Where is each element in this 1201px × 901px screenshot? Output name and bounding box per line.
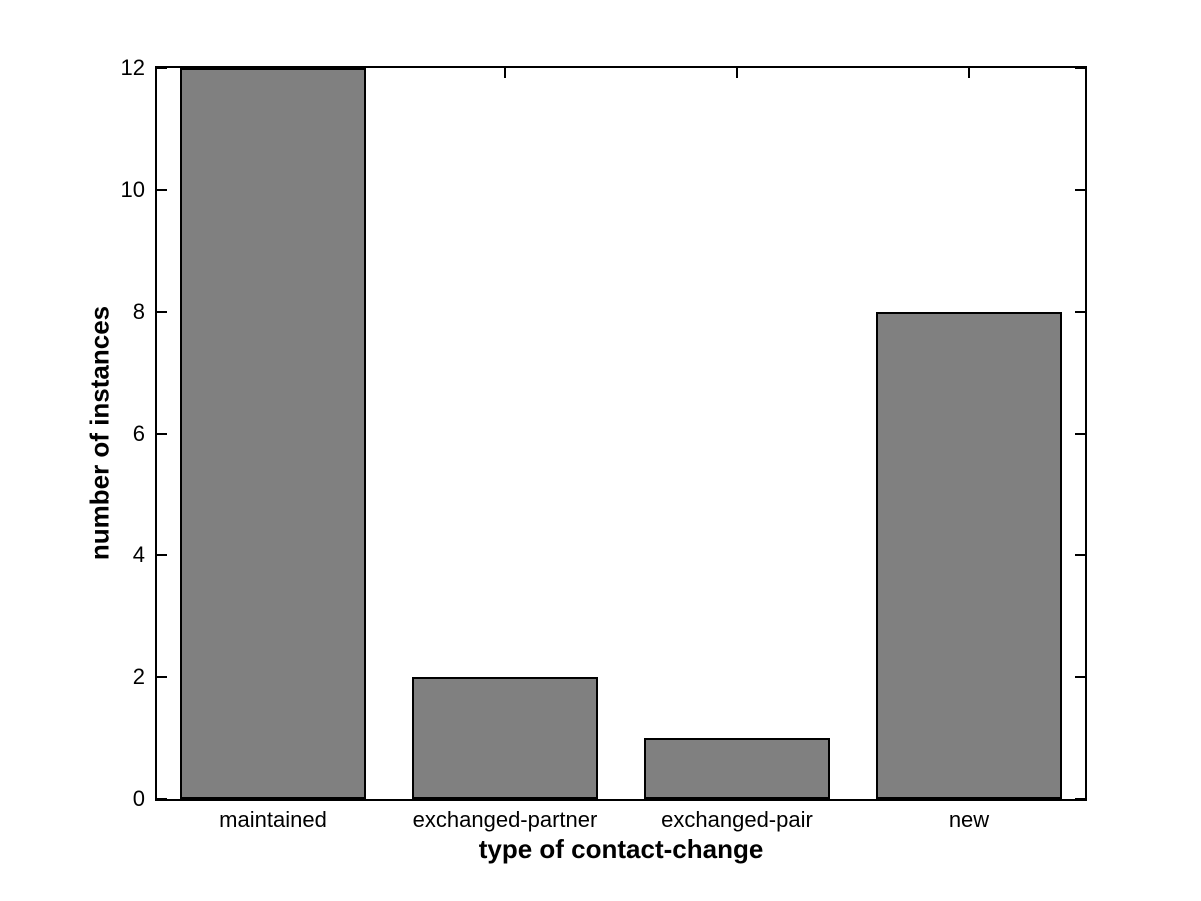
y-tick-left: [157, 554, 167, 557]
y-tick-label-4: 4: [132, 542, 145, 568]
y-tick-label-2: 2: [132, 664, 145, 690]
y-tick-label-0: 0: [132, 786, 145, 811]
x-tick-top: [736, 68, 738, 78]
y-tick-left: [157, 310, 167, 313]
y-tick-label-6: 6: [132, 420, 145, 446]
y-tick-left: [157, 188, 167, 191]
y-tick-right: [1075, 188, 1085, 191]
y-tick-right: [1075, 798, 1085, 800]
x-tick-top: [504, 68, 506, 78]
y-tick-right: [1075, 310, 1085, 313]
y-tick-right: [1075, 432, 1085, 435]
y-tick-right: [1075, 554, 1085, 557]
x-tick-label-maintained: maintained: [219, 807, 327, 832]
x-tick-label-new: new: [948, 807, 990, 832]
y-tick-label-10: 10: [120, 176, 145, 202]
y-tick-left: [157, 67, 167, 69]
bar-new: [876, 311, 1062, 799]
y-tick-right: [1075, 676, 1085, 679]
plot-area: [155, 66, 1087, 801]
y-tick-label-12: 12: [120, 55, 145, 80]
y-tick-right: [1075, 67, 1085, 69]
y-tick-left: [157, 676, 167, 679]
y-tick-left: [157, 432, 167, 435]
bar-exchanged-partner: [412, 677, 598, 799]
x-axis-label: type of contact-change: [478, 834, 764, 864]
bar-exchanged-pair: [644, 738, 830, 799]
x-tick-label-exchanged-partner: exchanged-partner: [412, 807, 598, 832]
x-tick-top: [968, 68, 970, 78]
y-tick-left: [157, 798, 167, 800]
y-tick-label-8: 8: [132, 298, 145, 324]
bar-maintained: [180, 68, 366, 799]
x-tick-label-exchanged-pair: exchanged-pair: [661, 807, 813, 832]
